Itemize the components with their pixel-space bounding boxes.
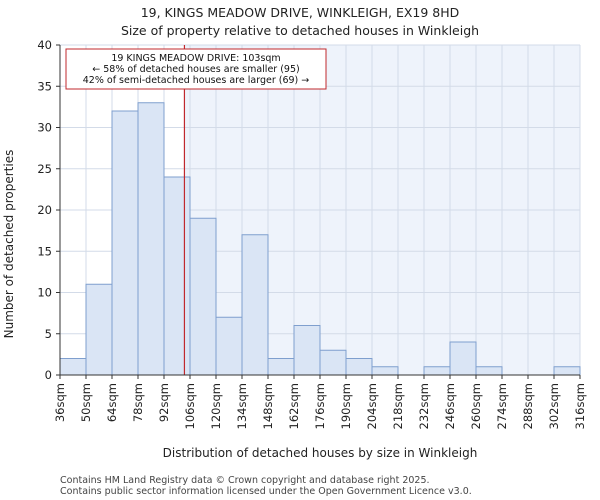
x-tick-label: 288sqm [521, 383, 535, 429]
histogram-bar [423, 366, 451, 376]
x-tick-label: 176sqm [313, 383, 327, 429]
histogram-bar [85, 283, 113, 376]
x-tick-labels: 36sqm 50sqm 64sqm 78sqm 92sqm 106sqm 120sqm 134… [53, 375, 587, 429]
x-tick-label: 120sqm [209, 383, 223, 429]
chart-subtitle: Size of property relative to detached ho… [121, 23, 479, 38]
x-tick-label: 204sqm [365, 383, 379, 429]
annotation-border [65, 48, 327, 90]
y-tick-label: 25 [37, 162, 52, 176]
histogram-bar [345, 358, 373, 376]
histogram-bar [59, 358, 87, 376]
y-tick-label: 40 [37, 38, 52, 52]
annotation-line-3: 42% of semi-detached houses are larger (… [83, 75, 310, 86]
chart-title: 19, KINGS MEADOW DRIVE, WINKLEIGH, EX19 … [141, 5, 460, 20]
annotation-line-2: ← 58% of detached houses are smaller (95… [92, 64, 299, 75]
x-tick-label: 148sqm [261, 383, 275, 429]
x-tick-label: 190sqm [339, 383, 353, 429]
histogram-bar [553, 366, 581, 376]
histogram-bar [163, 176, 191, 376]
x-tick-label: 64sqm [105, 383, 119, 422]
y-tick-label: 0 [45, 368, 52, 382]
x-tick-label: 36sqm [53, 383, 67, 422]
y-tick-label: 10 [37, 286, 52, 300]
footer-line-2: Contains public sector information licen… [60, 486, 472, 497]
y-tick-label: 30 [37, 121, 52, 135]
histogram-bar [475, 366, 503, 376]
x-tick-label: 218sqm [391, 383, 405, 429]
annotation-line-1: 19 KINGS MEADOW DRIVE: 103sqm [111, 53, 280, 64]
histogram-bar [267, 358, 295, 376]
x-tick-label: 134sqm [235, 383, 249, 429]
histogram-bar [137, 102, 165, 376]
x-tick-label: 260sqm [469, 383, 483, 429]
histogram-bar [111, 110, 139, 376]
x-tick-label: 50sqm [79, 383, 93, 422]
x-tick-label: 162sqm [287, 383, 301, 429]
annotation-box: 19 KINGS MEADOW DRIVE: 103sqm ← 58% of d… [65, 48, 327, 90]
x-tick-label: 316sqm [573, 383, 587, 429]
bars [59, 102, 581, 376]
x-axis-label: Distribution of detached houses by size … [163, 446, 478, 460]
histogram-bar [319, 349, 347, 376]
x-tick-label: 274sqm [495, 383, 509, 429]
y-tick-label: 35 [37, 79, 52, 93]
histogram-bar [371, 366, 399, 376]
x-tick-label: 232sqm [417, 383, 431, 429]
y-tick-label: 20 [37, 203, 52, 217]
y-tick-labels: 0 5 10 15 20 25 30 35 40 [37, 38, 60, 382]
histogram-bar [241, 234, 269, 376]
x-tick-label: 92sqm [157, 383, 171, 422]
x-tick-label: 106sqm [183, 383, 197, 429]
histogram-bar [189, 217, 217, 376]
histogram-bar [293, 325, 321, 376]
histogram-bar [215, 316, 243, 376]
x-tick-label: 78sqm [131, 383, 145, 422]
x-tick-label: 302sqm [547, 383, 561, 429]
footer-line-1: Contains HM Land Registry data © Crown c… [60, 475, 430, 486]
x-tick-label: 246sqm [443, 383, 457, 429]
y-axis-label: Number of detached properties [2, 150, 16, 339]
y-tick-label: 15 [37, 244, 52, 258]
y-tick-label: 5 [45, 327, 52, 341]
histogram-bar [449, 341, 477, 376]
